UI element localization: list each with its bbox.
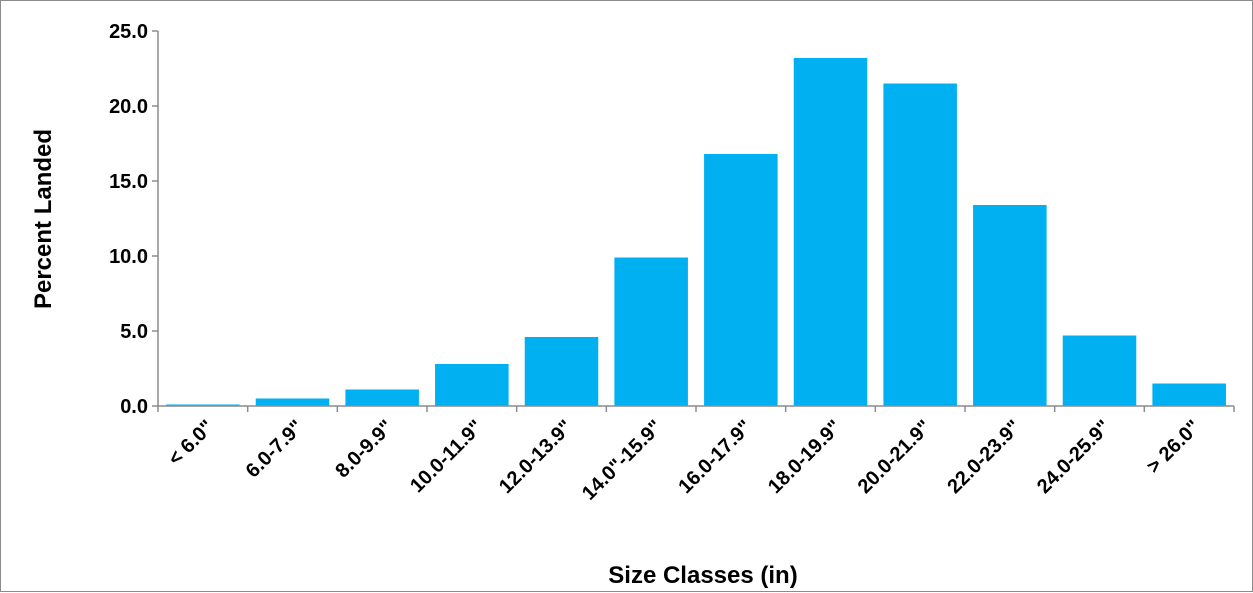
bars [166, 58, 1226, 406]
x-tick-label: < 6.0" [164, 416, 218, 470]
y-tick-label: 20.0 [109, 96, 148, 118]
y-tick-label: 25.0 [109, 21, 148, 43]
bar [614, 257, 688, 406]
y-tick-label: 15.0 [109, 171, 148, 193]
x-tick-label: 18.0-19.9" [764, 416, 846, 498]
x-tick-label: 20.0-21.9" [854, 416, 936, 498]
x-tick-label: 12.0-13.9" [495, 416, 577, 498]
y-axis-title: Percent Landed [30, 129, 57, 309]
bar [1062, 335, 1137, 406]
bar [255, 398, 330, 406]
x-axis-title: Size Classes (in) [608, 562, 797, 589]
x-tick-label: 8.0-9.9" [331, 416, 397, 482]
x-tick-label: 6.0-7.9" [242, 416, 308, 482]
bar [524, 337, 599, 406]
x-tick-label: 24.0-25.9" [1033, 416, 1115, 498]
x-tick-label: 22.0-23.9" [943, 416, 1025, 498]
x-tick-label: > 26.0" [1143, 416, 1205, 478]
x-tick-label: 14.0"-15.9" [578, 416, 667, 505]
x-tick-label: 10.0-11.9" [406, 416, 487, 497]
bar [883, 83, 957, 406]
y-tick-label: 10.0 [109, 246, 148, 268]
bar [704, 154, 778, 406]
y-tick-label: 5.0 [120, 321, 148, 343]
bar [793, 58, 868, 406]
bar [435, 364, 509, 406]
bar [345, 389, 419, 406]
x-axis-ticks: < 6.0" 6.0-7.9" 8.0-9.9" 10.0-11.9" 12.0-13.… [157, 406, 1235, 505]
bar [1152, 383, 1226, 406]
y-axis-ticks: 0.0 5.0 10.0 15.0 20.0 25.0 [109, 21, 158, 418]
y-tick-label: 0.0 [120, 396, 148, 418]
bar [973, 205, 1047, 406]
x-tick-label: 16.0-17.9" [674, 416, 756, 498]
